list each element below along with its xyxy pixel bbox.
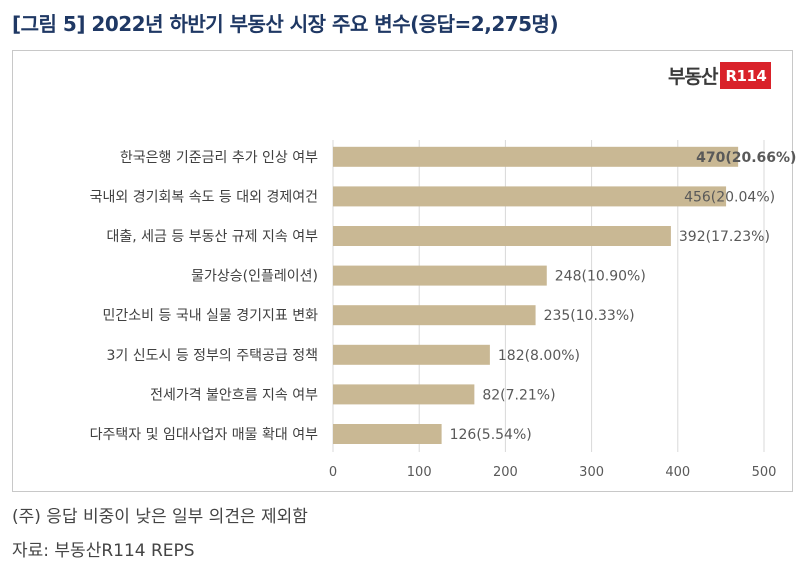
data-label: 248(10.90%): [555, 269, 646, 285]
logo-badge: R114: [720, 62, 772, 89]
bar: [333, 344, 490, 365]
category-label: 국내외 경기회복 속도 등 대외 경제여건: [90, 189, 318, 205]
data-label: 470(20.66%): [696, 150, 796, 166]
x-tick-label: 100: [407, 465, 432, 480]
bar: [333, 265, 547, 286]
category-label: 대출, 세금 등 부동산 규제 지속 여부: [107, 229, 319, 245]
footnote: (주) 응답 비중이 낮은 일부 의견은 제외함: [12, 507, 308, 527]
category-label: 3기 신도시 등 정부의 주택공급 정책: [107, 348, 318, 364]
bar: [333, 226, 671, 246]
category-label: 전세가격 불안흐름 지속 여부: [150, 387, 318, 403]
category-label: 다주택자 및 임대사업자 매물 확대 여부: [90, 427, 318, 443]
bar: [333, 146, 739, 167]
category-label: 한국은행 기준금리 추가 인상 여부: [120, 150, 318, 166]
bar: [333, 305, 536, 326]
brand-logo: 부동산 R114: [668, 62, 772, 89]
source-note: 자료: 부동산R114 REPS: [12, 541, 195, 561]
page-title: [그림 5] 2022년 하반기 부동산 시장 주요 변수(응답=2,275명): [12, 12, 559, 36]
category-label: 물가상승(인플레이션): [191, 269, 318, 285]
x-tick-label: 300: [579, 465, 604, 480]
x-tick-label: 200: [493, 465, 518, 480]
data-label: 456(20.04%): [684, 189, 775, 205]
data-label: 235(10.33%): [544, 308, 635, 324]
x-tick-label: 500: [752, 465, 777, 480]
data-label: 392(17.23%): [679, 229, 770, 245]
data-label: 82(7.21%): [482, 387, 555, 403]
logo-text: 부동산: [668, 66, 718, 88]
data-label: 182(8.00%): [498, 348, 580, 364]
x-tick-label: 400: [665, 465, 690, 480]
category-label: 민간소비 등 국내 실물 경기지표 변화: [103, 308, 319, 324]
data-label: 126(5.54%): [450, 427, 532, 443]
bar: [333, 384, 475, 405]
bar: [333, 424, 442, 444]
x-tick-label: 0: [329, 465, 337, 480]
bar: [333, 186, 727, 207]
